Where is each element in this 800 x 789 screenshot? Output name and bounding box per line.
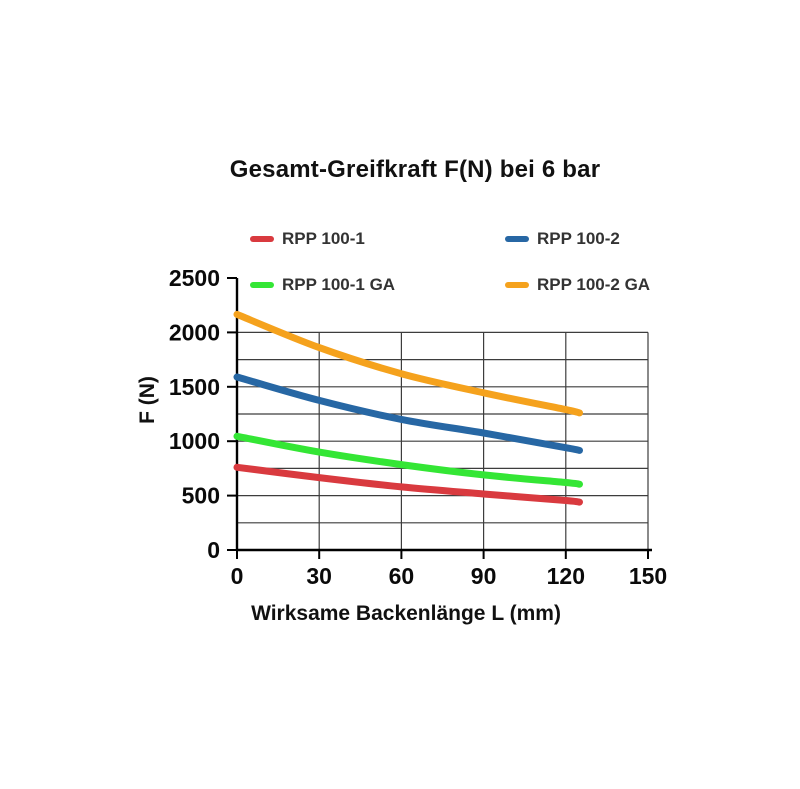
y-tick-label: 1500	[169, 374, 220, 400]
series-curve-rpp-100-2-ga	[233, 310, 583, 417]
x-tick-label: 90	[471, 563, 497, 589]
legend-label: RPP 100-1	[282, 229, 365, 248]
legend-label: RPP 100-2	[537, 229, 620, 248]
y-axis-label: F (N)	[136, 376, 159, 424]
legend-swatch-rpp-100-2	[505, 235, 529, 243]
legend-item-rpp-100-1-ga: RPP 100-1 GA	[250, 275, 395, 295]
legend-item-rpp-100-1: RPP 100-1	[250, 229, 365, 249]
x-tick-label: 30	[306, 563, 332, 589]
legend-swatch-rpp-100-1	[250, 235, 274, 243]
y-tick-label: 500	[182, 483, 220, 509]
y-tick-label: 1000	[169, 428, 220, 454]
x-axis-label: Wirksame Backenlänge L (mm)	[251, 602, 561, 625]
legend-item-rpp-100-2: RPP 100-2	[505, 229, 620, 249]
series-curve-rpp-100-1	[233, 463, 583, 506]
series-curve-rpp-100-1-ga	[233, 432, 583, 488]
legend-swatch-rpp-100-2-ga	[505, 281, 529, 289]
y-tick-label: 2500	[169, 265, 220, 291]
x-tick-label: 120	[547, 563, 585, 589]
legend-swatch-rpp-100-1-ga	[250, 281, 274, 289]
legend-item-rpp-100-2-ga: RPP 100-2 GA	[505, 275, 650, 295]
y-tick-label: 2000	[169, 319, 220, 345]
legend-label: RPP 100-1 GA	[282, 275, 396, 294]
series-curve-rpp-100-2	[233, 373, 583, 454]
x-tick-label: 0	[231, 563, 244, 589]
x-tick-label: 150	[629, 563, 667, 589]
x-tick-label: 60	[389, 563, 415, 589]
chart-title: Gesamt-Greifkraft F(N) bei 6 bar	[229, 156, 601, 183]
y-tick-label: 0	[207, 537, 220, 563]
legend-label: RPP 100-2 GA	[537, 275, 651, 294]
